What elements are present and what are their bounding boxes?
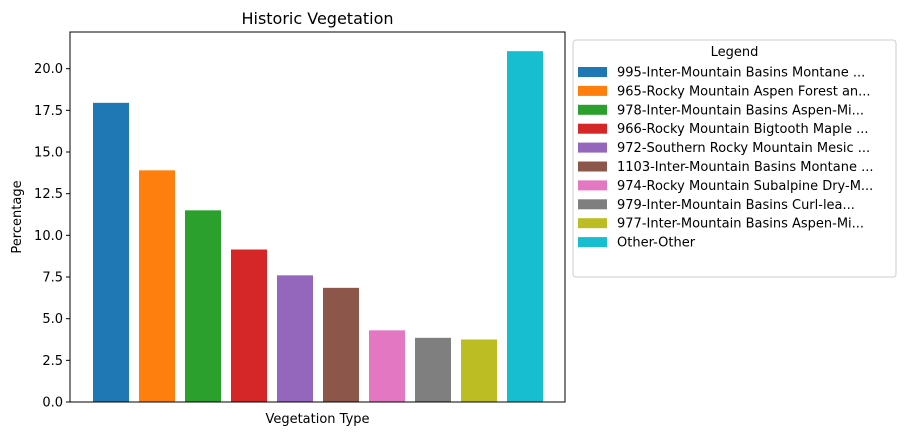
bar-10	[507, 51, 543, 403]
bar-3	[185, 210, 221, 402]
y-tick-label: 5.0	[42, 312, 63, 327]
legend-swatch-10	[578, 237, 607, 248]
legend-swatch-6	[578, 161, 607, 172]
bar-4	[231, 249, 267, 402]
y-tick-label: 20.0	[34, 62, 63, 77]
y-tick-label: 15.0	[34, 146, 63, 161]
bar-6	[323, 287, 359, 402]
legend-label-4: 966-Rocky Mountain Bigtooth Maple ...	[617, 122, 868, 137]
y-tick-label: 10.0	[34, 229, 63, 244]
legend-swatch-7	[578, 180, 607, 191]
legend-label-9: 977-Inter-Mountain Basins Aspen-Mi...	[617, 217, 864, 232]
legend-swatch-2	[578, 85, 607, 96]
legend-swatch-4	[578, 123, 607, 134]
y-tick-label: 0.0	[42, 396, 63, 411]
bar-1	[93, 102, 129, 402]
legend-title: Legend	[711, 45, 759, 60]
legend-label-2: 965-Rocky Mountain Aspen Forest an...	[617, 84, 871, 99]
y-tick-label: 7.5	[42, 271, 63, 286]
legend-frame	[572, 39, 897, 278]
legend: Legend 995-Inter-Mountain Basins Montane…	[572, 39, 897, 278]
y-axis-label: Percentage	[10, 180, 25, 253]
legend-label-1: 995-Inter-Mountain Basins Montane ...	[617, 66, 865, 81]
bars-group	[93, 51, 543, 403]
legend-swatch-8	[578, 199, 607, 210]
y-tick-label: 17.5	[34, 104, 63, 119]
chart-title: Historic Vegetation	[241, 9, 393, 28]
legend-label-8: 979-Inter-Mountain Basins Curl-lea...	[617, 198, 855, 213]
bar-9	[461, 339, 497, 402]
legend-swatch-5	[578, 142, 607, 153]
legend-label-10: Other-Other	[617, 236, 696, 251]
bar-2	[139, 170, 175, 402]
legend-swatch-9	[578, 218, 607, 229]
plot-frame	[69, 31, 566, 403]
legend-label-5: 972-Southern Rocky Mountain Mesic ...	[617, 141, 870, 156]
bar-7	[369, 330, 405, 402]
legend-swatch-3	[578, 104, 607, 115]
legend-label-7: 974-Rocky Mountain Subalpine Dry-M...	[617, 179, 873, 194]
legend-items: 995-Inter-Mountain Basins Montane ... 965…	[578, 66, 874, 251]
y-tick-label: 12.5	[34, 187, 63, 202]
y-axis: 0.0 2.5 5.0 7.5 10.0 12.5 15.0 17.5 20.0	[34, 62, 70, 411]
legend-label-3: 978-Inter-Mountain Basins Aspen-Mi...	[617, 103, 864, 118]
legend-swatch-1	[578, 67, 607, 77]
y-tick-label: 2.5	[42, 354, 63, 369]
bar-8	[415, 337, 451, 402]
x-axis-label: Vegetation Type	[265, 412, 369, 427]
bar-5	[277, 275, 313, 402]
legend-label-6: 1103-Inter-Mountain Basins Montane ...	[617, 160, 874, 175]
